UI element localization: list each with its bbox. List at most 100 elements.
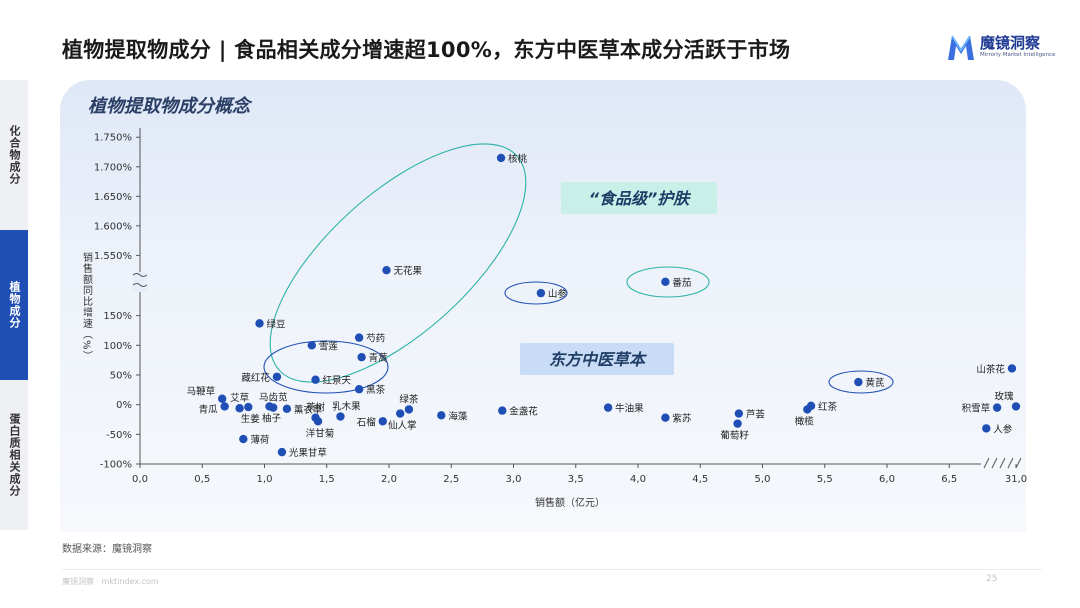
x-tick-label: 6,5 bbox=[941, 474, 957, 485]
data-point bbox=[277, 447, 287, 457]
data-point-label: 艾草 bbox=[230, 392, 249, 404]
data-point-label: 石榴 bbox=[357, 416, 377, 428]
x-tick-label: 4,5 bbox=[692, 474, 708, 485]
data-point-label: 紫苏 bbox=[672, 413, 692, 425]
data-point bbox=[217, 394, 227, 403]
data-point bbox=[982, 424, 991, 433]
data-point-label: 生姜 bbox=[241, 413, 261, 425]
data-point-label: 青瓜 bbox=[199, 403, 219, 415]
page-number: 25 bbox=[986, 574, 998, 584]
x-axis-break-mark bbox=[983, 457, 990, 469]
data-point-label: 芍药 bbox=[366, 333, 385, 345]
data-point bbox=[378, 417, 387, 426]
y-tick-label: -100% bbox=[100, 460, 132, 471]
data-point bbox=[803, 405, 812, 414]
y-tick-label: 100% bbox=[103, 341, 132, 352]
x-tick-label: 31,0 bbox=[1005, 474, 1027, 485]
y-tick-label: -50% bbox=[106, 430, 132, 441]
data-point-label: 金盏花 bbox=[509, 406, 538, 418]
data-point bbox=[734, 409, 744, 418]
footer-url: 魔镜洞察 · mktindex.com bbox=[62, 577, 159, 586]
y-axis-title: 销售额同比增速（%） bbox=[81, 251, 93, 362]
data-point bbox=[220, 402, 229, 411]
data-point-label: 玫瑰 bbox=[994, 390, 1014, 402]
data-point bbox=[661, 413, 670, 422]
annotation-food-grade-box bbox=[561, 182, 717, 214]
data-point bbox=[307, 341, 317, 350]
y-tick-label: 1.550% bbox=[94, 251, 132, 262]
data-point bbox=[382, 265, 391, 275]
data-point bbox=[313, 417, 323, 426]
highlight-ellipse-food bbox=[269, 143, 527, 383]
data-point-label: 藏红花 bbox=[241, 372, 270, 384]
data-point bbox=[255, 319, 264, 328]
x-tick-label: 1,0 bbox=[257, 474, 273, 485]
x-tick-label: 5,5 bbox=[817, 474, 833, 485]
data-point bbox=[498, 406, 507, 415]
annotation-herbal-label: 东方中医草本 bbox=[549, 350, 647, 369]
y-tick-label: 0% bbox=[116, 400, 132, 411]
data-point bbox=[239, 434, 248, 444]
chart-panel bbox=[60, 80, 1026, 532]
y-tick-label: 1.750% bbox=[94, 133, 132, 144]
data-point bbox=[496, 153, 506, 163]
data-point bbox=[992, 403, 1002, 412]
data-point bbox=[1007, 364, 1017, 373]
section-tabs: 化合物成分 植物成分 蛋白质相关成分 bbox=[0, 80, 28, 530]
data-point-label: 雪莲 bbox=[319, 340, 339, 352]
data-point-label: 茶树 bbox=[306, 402, 326, 414]
data-point-label: 无花果 bbox=[394, 265, 423, 277]
data-point bbox=[854, 377, 863, 387]
tab-plant-ingredients[interactable]: 植物成分 bbox=[0, 230, 28, 380]
data-point-label: 青蒿 bbox=[369, 352, 388, 364]
tab-compounds[interactable]: 化合物成分 bbox=[8, 125, 21, 185]
x-tick-label: 4,0 bbox=[630, 474, 646, 485]
data-point-label: 洋甘菊 bbox=[306, 427, 335, 439]
x-tick-label: 5,0 bbox=[755, 474, 771, 485]
y-tick-label: 1.700% bbox=[94, 162, 132, 173]
data-point-label: 光果甘草 bbox=[289, 447, 327, 459]
footer-divider bbox=[62, 569, 1042, 570]
annotation-food-grade-label: “食品级”护肤 bbox=[589, 189, 692, 208]
data-point bbox=[661, 277, 670, 287]
annotation-herbal-box bbox=[520, 343, 674, 375]
data-point-label: 积雪草 bbox=[962, 403, 991, 415]
logo-m-icon bbox=[948, 35, 974, 60]
data-point-label: 乳木果 bbox=[332, 401, 361, 413]
highlight-ellipse-astragalus bbox=[828, 370, 894, 394]
data-point bbox=[404, 405, 414, 414]
data-point bbox=[437, 411, 446, 420]
x-axis-break-mark bbox=[1007, 457, 1014, 469]
x-axis-break-gap bbox=[981, 457, 1021, 471]
data-point bbox=[265, 402, 274, 411]
data-point bbox=[244, 402, 253, 412]
data-point bbox=[354, 333, 364, 342]
data-point bbox=[1011, 402, 1021, 411]
data-point-label: 红茶 bbox=[818, 401, 838, 413]
data-point-label: 黑茶 bbox=[366, 384, 386, 396]
data-point bbox=[336, 412, 345, 421]
data-point-label: 仙人掌 bbox=[388, 420, 417, 432]
data-point-label: 绿茶 bbox=[399, 393, 419, 405]
data-point-label: 橄榄 bbox=[795, 415, 815, 427]
data-point bbox=[536, 288, 546, 298]
data-point bbox=[357, 352, 366, 362]
x-tick-label: 2,0 bbox=[381, 474, 397, 485]
tab-protein-ingredients[interactable]: 蛋白质相关成分 bbox=[8, 413, 21, 497]
data-point bbox=[282, 404, 292, 414]
data-point-label: 山茶花 bbox=[976, 363, 1005, 375]
x-tick-label: 0,0 bbox=[132, 474, 148, 485]
data-point-label: 红景天 bbox=[323, 375, 352, 387]
x-tick-label: 6,0 bbox=[879, 474, 895, 485]
data-point bbox=[235, 404, 244, 413]
brand-logo: 魔镜洞察 Mirrorly Market Intelligence bbox=[946, 30, 1056, 64]
page-title: 植物提取物成分 | 食品相关成分增速超100%，东方中医草本成分活跃于市场 bbox=[62, 38, 791, 62]
y-tick-label: 150% bbox=[103, 311, 132, 322]
data-point-label: 牛油果 bbox=[615, 403, 644, 415]
data-point bbox=[354, 385, 364, 394]
x-tick-label: 3,5 bbox=[568, 474, 584, 485]
y-tick-label: 50% bbox=[110, 370, 132, 381]
logo-name: 魔镜洞察 bbox=[980, 34, 1041, 52]
highlight-ellipse-tomato bbox=[626, 266, 710, 298]
data-point-label: 葡萄籽 bbox=[720, 430, 749, 442]
